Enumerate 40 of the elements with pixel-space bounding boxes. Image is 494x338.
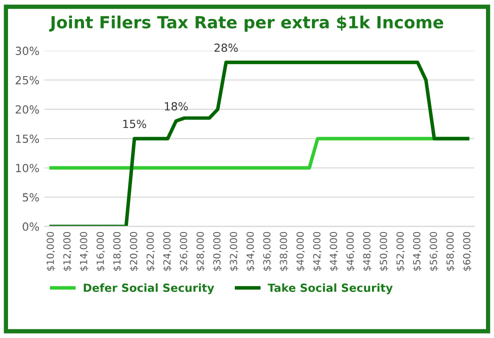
y-tick-label: 20% xyxy=(16,105,39,114)
x-tick-label: $48,000 xyxy=(362,232,372,271)
x-tick-label: $12,000 xyxy=(63,232,72,271)
x-tick-label: $14,000 xyxy=(80,232,89,271)
x-tick-label: $52,000 xyxy=(396,232,406,271)
y-tick-label: 15% xyxy=(16,134,39,143)
y-tick-label: 5% xyxy=(22,193,39,202)
y-tick-label: 0% xyxy=(22,222,39,231)
x-tick-label: $22,000 xyxy=(146,232,156,271)
x-tick-label: $28,000 xyxy=(196,232,206,271)
x-tick-label: $16,000 xyxy=(96,232,106,271)
x-tick-label: $10,000 xyxy=(46,232,56,271)
x-tick-label: $34,000 xyxy=(246,232,256,271)
legend-label: Take Social Security xyxy=(268,283,393,294)
x-tick-label: $40,000 xyxy=(296,232,306,271)
x-tick-label: $44,000 xyxy=(330,232,338,271)
x-tick-label: $32,000 xyxy=(230,232,238,271)
data-label: 18% xyxy=(164,102,188,111)
x-tick-label: $26,000 xyxy=(180,232,188,271)
x-tick-label: $24,000 xyxy=(163,232,172,271)
x-tick-label: $56,000 xyxy=(430,232,438,271)
x-tick-label: $38,000 xyxy=(280,232,288,271)
x-tick-label: $54,000 xyxy=(412,232,422,271)
x-tick-label: $46,000 xyxy=(346,232,356,271)
x-tick-label: $20,000 xyxy=(130,232,139,271)
x-tick-label: $42,000 xyxy=(312,232,322,271)
x-tick-label: $50,000 xyxy=(380,232,388,271)
x-tick-label: $60,000 xyxy=(462,232,472,271)
data-label: 28% xyxy=(214,44,238,52)
chart-title: Joint Filers Tax Rate per extra $1k Income xyxy=(49,16,444,32)
y-tick-label: 25% xyxy=(16,76,39,84)
x-tick-label: $30,000 xyxy=(213,232,222,271)
y-tick-label: 30% xyxy=(16,46,39,56)
legend-label: Defer Social Security xyxy=(84,283,214,294)
x-tick-label: $36,000 xyxy=(262,232,272,271)
y-tick-label: 10% xyxy=(16,164,39,172)
line-series xyxy=(49,60,470,226)
x-tick-label: $18,000 xyxy=(113,232,122,271)
x-tick-label: $58,000 xyxy=(446,232,456,271)
data-label: 15% xyxy=(123,120,146,128)
